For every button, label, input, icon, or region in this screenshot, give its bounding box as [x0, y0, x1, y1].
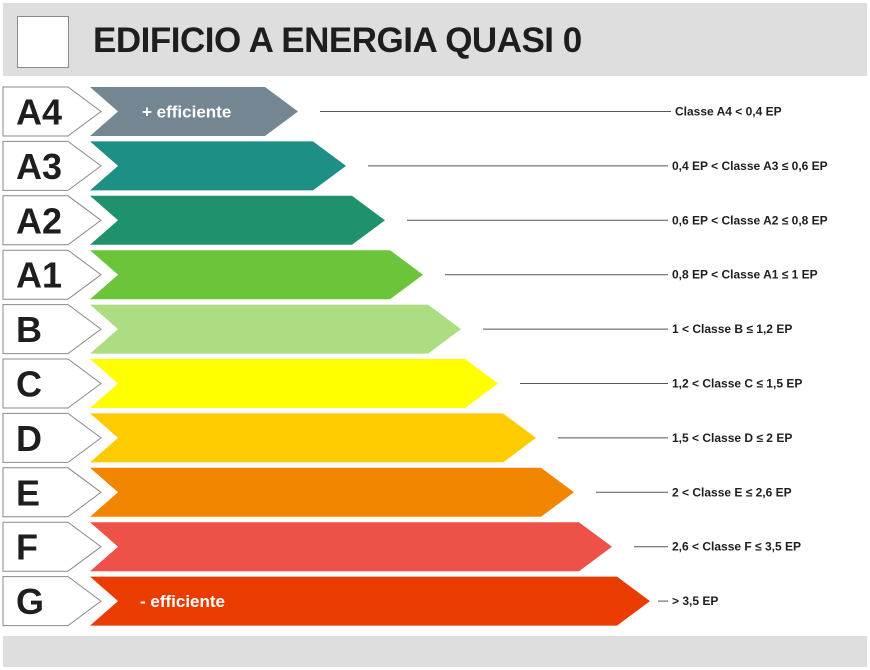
class-label-tag — [2, 358, 102, 409]
class-bar — [90, 195, 385, 245]
class-range: 1,2 < Classe C ≤ 1,5 EP — [672, 377, 802, 391]
class-range: 0,8 EP < Classe A1 ≤ 1 EP — [672, 268, 818, 282]
class-label: A2 — [16, 200, 62, 241]
class-label: G — [16, 581, 44, 622]
footer-bar — [3, 636, 867, 667]
class-bar — [90, 250, 423, 300]
class-checkbox[interactable] — [17, 16, 69, 68]
class-label: A3 — [16, 146, 62, 187]
class-label-tag — [2, 576, 102, 627]
class-label-tag — [2, 86, 102, 137]
class-bar — [90, 141, 346, 191]
class-label-tag — [2, 249, 102, 300]
efficiency-label: - efficiente — [140, 592, 225, 611]
class-range: 0,4 EP < Classe A3 ≤ 0,6 EP — [672, 159, 828, 173]
class-label: F — [16, 527, 38, 568]
class-bar — [90, 359, 498, 408]
class-range: 0,6 EP < Classe A2 ≤ 0,8 EP — [672, 213, 828, 227]
class-label-tag — [2, 521, 102, 572]
class-range: 1 < Classe B ≤ 1,2 EP — [672, 322, 792, 336]
class-label-tag — [2, 304, 102, 355]
class-label: C — [16, 364, 42, 405]
class-label: A1 — [16, 255, 62, 296]
class-bar — [90, 87, 298, 136]
class-range: 1,5 < Classe D ≤ 2 EP — [672, 431, 792, 445]
page-title: EDIFICIO A ENERGIA QUASI 0 — [93, 21, 582, 60]
class-range: Classe A4 < 0,4 EP — [675, 105, 782, 119]
class-label-tag — [2, 140, 102, 191]
class-bar — [90, 304, 461, 354]
class-bar — [90, 576, 650, 626]
class-label-tag — [2, 467, 102, 518]
class-range: 2 < Classe E ≤ 2,6 EP — [672, 485, 792, 499]
class-bar — [90, 522, 612, 572]
class-label-tag — [2, 412, 102, 463]
class-bar — [90, 467, 574, 517]
class-range: > 3,5 EP — [672, 594, 718, 608]
class-range: 2,6 < Classe F ≤ 3,5 EP — [672, 540, 801, 554]
efficiency-label: + efficiente — [142, 103, 231, 122]
class-label-tag — [2, 195, 102, 246]
header: EDIFICIO A ENERGIA QUASI 0 — [3, 3, 867, 76]
class-bar — [90, 413, 536, 463]
class-label: B — [16, 309, 42, 350]
class-label: D — [16, 418, 42, 459]
class-label: E — [16, 472, 40, 513]
class-label: A4 — [16, 92, 62, 133]
